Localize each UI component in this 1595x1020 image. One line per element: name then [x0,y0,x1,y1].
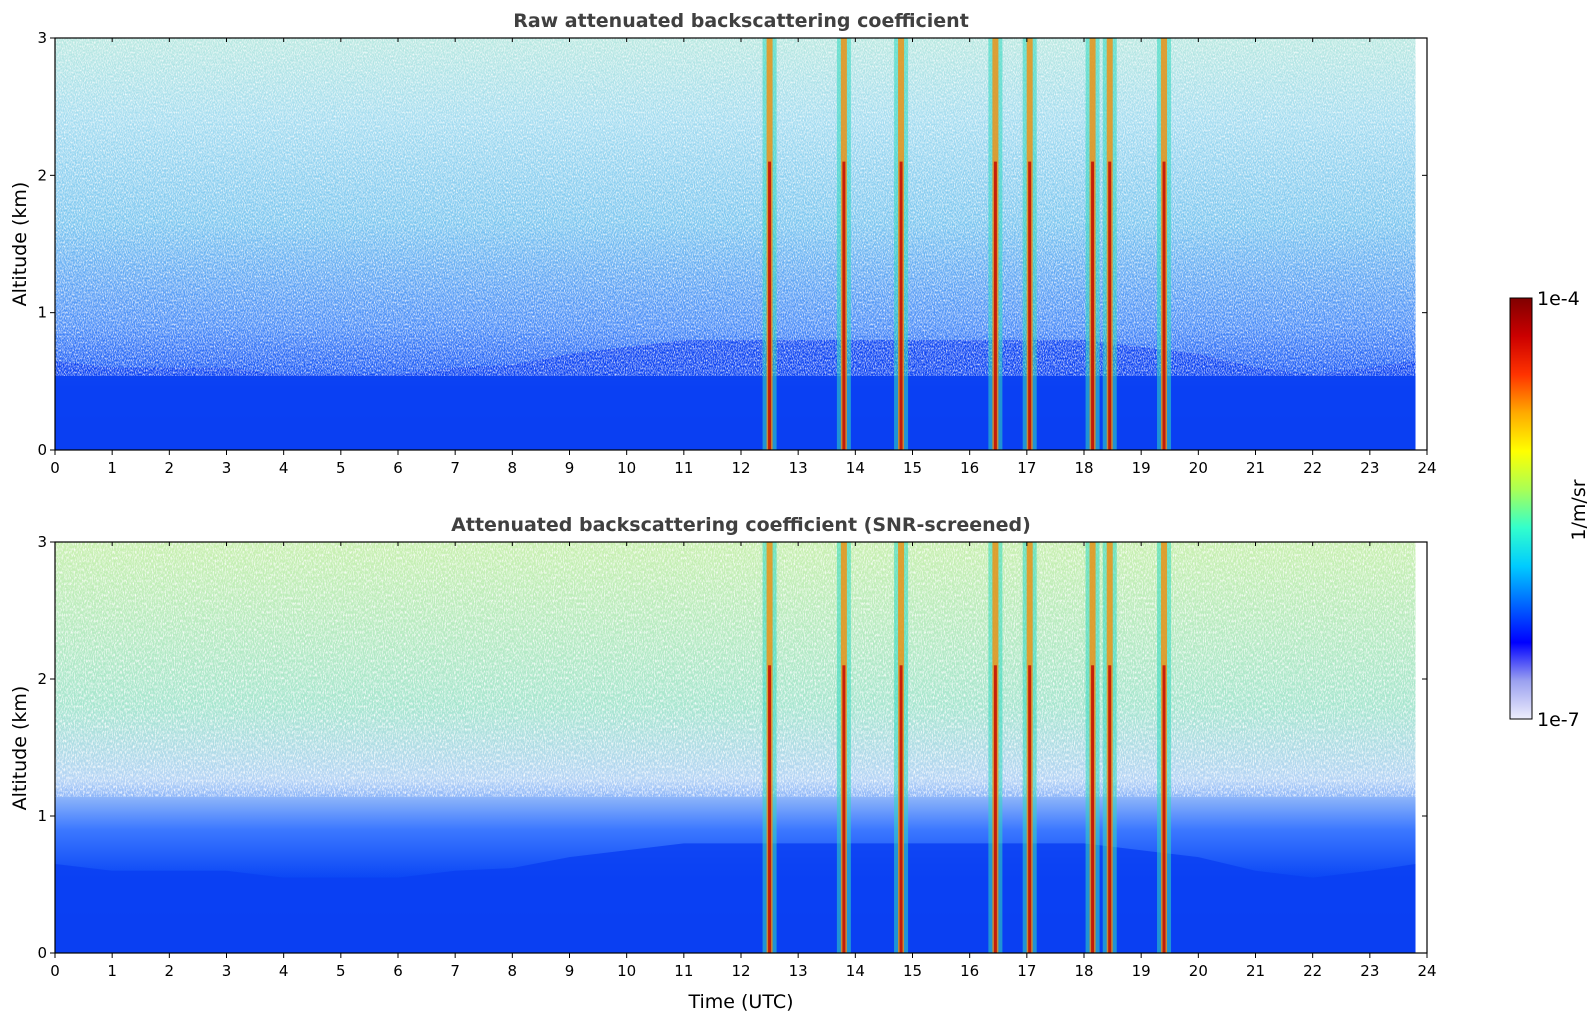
x-tick-label: 7 [450,962,460,980]
cloud-core [768,665,772,953]
x-tick-label: 22 [1303,459,1322,477]
chart-title: Attenuated backscattering coefficient (S… [451,514,1031,536]
colorbar-max-label: 1e-4 [1537,288,1580,310]
x-tick-label: 13 [789,962,808,980]
x-tick-label: 10 [617,962,636,980]
x-tick-label: 9 [565,962,575,980]
x-tick-label: 16 [960,962,979,980]
cloud-core [1162,665,1166,953]
snr-screened-panel: Attenuated backscattering coefficient (S… [9,514,1437,1013]
x-tick-label: 21 [1246,459,1265,477]
x-tick-label: 14 [846,962,865,980]
y-tick-label: 0 [37,441,47,459]
y-tick-label: 1 [37,304,47,322]
x-tick-label: 20 [1189,459,1208,477]
y-tick-label: 3 [37,533,47,551]
y-tick-label: 3 [37,29,47,47]
y-axis: 0 1 2 3 [37,29,1427,459]
x-axis: 0 1 2 3 4 5 6 7 8 9 10 11 12 13 14 15 16 17 18 19 20 21 22 23 24 [50,542,1437,980]
x-tick-label: 13 [789,459,808,477]
x-tick-label: 2 [165,962,175,980]
cloud-core [1108,665,1112,953]
x-tick-label: 6 [393,962,403,980]
x-tick-label: 1 [107,459,117,477]
x-tick-label: 17 [1017,459,1036,477]
x-tick-label: 19 [1132,962,1151,980]
no-data-region [1415,38,1427,450]
colorbar-min-label: 1e-7 [1537,709,1580,731]
colorbar-units-label: 1/m/sr [1568,479,1590,540]
aerosol-layer [55,843,1416,953]
x-tick-label: 3 [222,962,232,980]
chart-title: Raw attenuated backscattering coefficien… [513,10,969,32]
cloud-core [1091,665,1095,953]
x-tick-label: 12 [731,962,750,980]
x-tick-label: 4 [279,459,289,477]
x-tick-label: 15 [903,459,922,477]
x-tick-label: 8 [508,962,518,980]
x-tick-label: 24 [1417,459,1436,477]
cloud-core [1091,161,1095,450]
x-tick-label: 8 [508,459,518,477]
x-tick-label: 2 [165,459,175,477]
cloud-core [842,665,846,953]
x-axis: 0 1 2 3 4 5 6 7 8 9 10 11 12 13 14 15 16 17 18 19 20 21 22 23 24 [50,38,1437,477]
cloud-core [1162,161,1166,450]
x-tick-label: 21 [1246,962,1265,980]
x-tick-label: 18 [1074,962,1093,980]
x-tick-label: 22 [1303,962,1322,980]
x-tick-label: 23 [1360,459,1379,477]
x-tick-label: 17 [1017,962,1036,980]
x-tick-label: 16 [960,459,979,477]
x-tick-label: 0 [50,962,60,980]
y-tick-label: 2 [37,166,47,184]
x-tick-label: 7 [450,459,460,477]
plot-area [55,38,1427,450]
x-tick-label: 11 [674,459,693,477]
x-tick-label: 10 [617,459,636,477]
cloud-core [1028,161,1032,450]
x-tick-label: 3 [222,459,232,477]
y-axis-label: Altitude (km) [9,686,31,811]
cloud-core [1108,161,1112,450]
colorbar: 1e-4 1e-7 1/m/sr [1509,288,1590,731]
cloud-core [768,161,772,450]
x-tick-label: 24 [1417,962,1436,980]
noise-speckle [55,38,1416,376]
x-tick-label: 5 [336,962,346,980]
y-axis: 0 1 2 3 [37,533,1427,962]
x-tick-label: 19 [1132,459,1151,477]
x-tick-label: 20 [1189,962,1208,980]
x-tick-label: 5 [336,459,346,477]
x-tick-label: 18 [1074,459,1093,477]
plot-area [55,542,1427,953]
x-tick-label: 9 [565,459,575,477]
y-tick-label: 2 [37,670,47,688]
x-tick-label: 11 [674,962,693,980]
cloud-core [899,161,903,450]
x-tick-label: 12 [731,459,750,477]
cloud-core [993,161,997,450]
cloud-core [1028,665,1032,953]
x-tick-label: 15 [903,962,922,980]
y-tick-label: 0 [37,944,47,962]
y-axis-label: Altitude (km) [9,182,31,307]
x-tick-label: 1 [107,962,117,980]
x-tick-label: 6 [393,459,403,477]
noise-speckle [55,542,1416,797]
no-data-region [1415,542,1427,953]
x-tick-label: 23 [1360,962,1379,980]
x-tick-label: 4 [279,962,289,980]
x-tick-label: 0 [50,459,60,477]
cloud-core [993,665,997,953]
cloud-core [899,665,903,953]
raw-backscatter-panel: Raw attenuated backscattering coefficien… [9,10,1437,477]
x-axis-label: Time (UTC) [687,991,793,1013]
x-tick-label: 14 [846,459,865,477]
cloud-core [842,161,846,450]
y-tick-label: 1 [37,807,47,825]
colorbar-gradient [1509,297,1533,720]
